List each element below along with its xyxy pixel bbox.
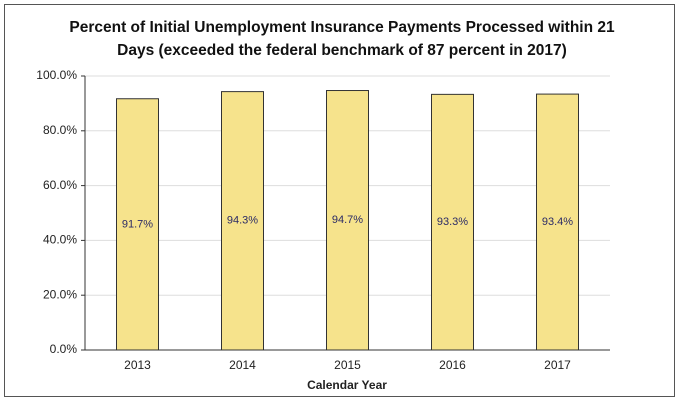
data-label: 91.7%: [122, 218, 153, 230]
bar: [116, 98, 159, 351]
y-tick-label: 100.0%: [36, 68, 77, 82]
x-axis-title: Calendar Year: [307, 378, 387, 392]
data-label: 94.3%: [227, 215, 258, 227]
data-label: 93.4%: [542, 216, 573, 228]
bar: [326, 90, 369, 351]
chart-title: Days (exceeded the federal benchmark of …: [117, 42, 567, 59]
y-tick-label: 80.0%: [43, 123, 77, 137]
y-tick-label: 60.0%: [43, 178, 77, 192]
bar: [536, 93, 579, 351]
y-tick-label: 20.0%: [43, 287, 77, 301]
x-tick-label: 2013: [124, 358, 151, 372]
y-tick-label: 40.0%: [43, 233, 77, 247]
x-tick-label: 2014: [229, 358, 256, 372]
data-label: 93.3%: [437, 216, 468, 228]
x-tick-label: 2016: [439, 358, 466, 372]
data-label: 94.7%: [332, 214, 363, 226]
bar: [221, 91, 264, 351]
x-tick-label: 2015: [334, 358, 361, 372]
x-tick-label: 2017: [544, 358, 571, 372]
bar: [431, 93, 474, 351]
y-tick-label: 0.0%: [50, 342, 78, 356]
chart-title: Percent of Initial Unemployment Insuranc…: [69, 19, 615, 36]
